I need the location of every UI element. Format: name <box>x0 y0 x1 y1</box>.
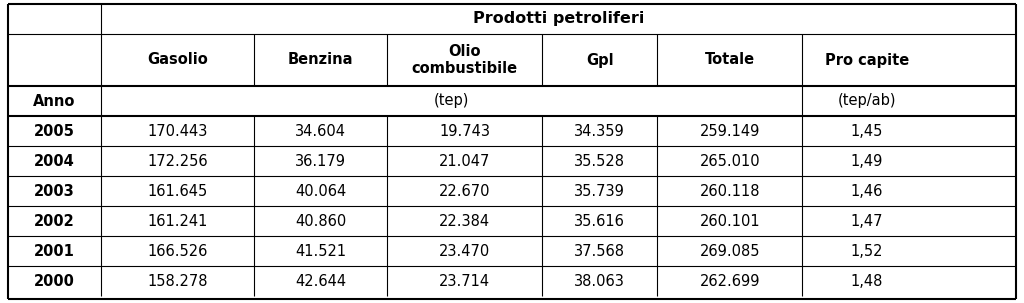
Text: 23.470: 23.470 <box>439 244 490 258</box>
Text: Pro capite: Pro capite <box>824 52 909 68</box>
Text: Olio
combustibile: Olio combustibile <box>412 44 518 76</box>
Text: 1,49: 1,49 <box>851 154 883 168</box>
Text: 2001: 2001 <box>34 244 75 258</box>
Text: 23.714: 23.714 <box>439 274 490 288</box>
Text: 1,45: 1,45 <box>851 124 883 138</box>
Text: Prodotti petroliferi: Prodotti petroliferi <box>473 12 644 26</box>
Text: 1,48: 1,48 <box>851 274 883 288</box>
Text: 19.743: 19.743 <box>439 124 490 138</box>
Text: 40.064: 40.064 <box>295 184 346 198</box>
Text: 170.443: 170.443 <box>147 124 208 138</box>
Text: (tep/ab): (tep/ab) <box>838 94 896 108</box>
Text: 38.063: 38.063 <box>574 274 625 288</box>
Text: 265.010: 265.010 <box>699 154 760 168</box>
Text: 41.521: 41.521 <box>295 244 346 258</box>
Text: Benzina: Benzina <box>288 52 353 68</box>
Text: 42.644: 42.644 <box>295 274 346 288</box>
Text: 2005: 2005 <box>34 124 75 138</box>
Text: 40.860: 40.860 <box>295 214 346 228</box>
Text: Totale: Totale <box>705 52 755 68</box>
Text: 1,47: 1,47 <box>851 214 883 228</box>
Text: 172.256: 172.256 <box>147 154 208 168</box>
Text: 166.526: 166.526 <box>147 244 208 258</box>
Text: Gasolio: Gasolio <box>147 52 208 68</box>
Text: 22.670: 22.670 <box>439 184 490 198</box>
Text: 1,46: 1,46 <box>851 184 883 198</box>
Text: (tep): (tep) <box>434 94 469 108</box>
Text: Anno: Anno <box>33 94 76 108</box>
Text: 161.241: 161.241 <box>147 214 208 228</box>
Text: 260.118: 260.118 <box>699 184 760 198</box>
Text: 37.568: 37.568 <box>574 244 626 258</box>
Text: 2003: 2003 <box>34 184 75 198</box>
Text: 35.528: 35.528 <box>574 154 626 168</box>
Text: 36.179: 36.179 <box>295 154 346 168</box>
Text: 2004: 2004 <box>34 154 75 168</box>
Text: 2000: 2000 <box>34 274 75 288</box>
Text: 161.645: 161.645 <box>147 184 208 198</box>
Text: 21.047: 21.047 <box>439 154 490 168</box>
Text: 259.149: 259.149 <box>699 124 760 138</box>
Text: 269.085: 269.085 <box>699 244 760 258</box>
Text: 34.359: 34.359 <box>574 124 625 138</box>
Text: 1,52: 1,52 <box>851 244 883 258</box>
Text: 34.604: 34.604 <box>295 124 346 138</box>
Text: 35.616: 35.616 <box>574 214 625 228</box>
Text: Gpl: Gpl <box>586 52 613 68</box>
Text: 158.278: 158.278 <box>147 274 208 288</box>
Text: 2002: 2002 <box>34 214 75 228</box>
Text: 22.384: 22.384 <box>439 214 490 228</box>
Text: 262.699: 262.699 <box>699 274 760 288</box>
Text: 35.739: 35.739 <box>574 184 625 198</box>
Text: 260.101: 260.101 <box>699 214 760 228</box>
